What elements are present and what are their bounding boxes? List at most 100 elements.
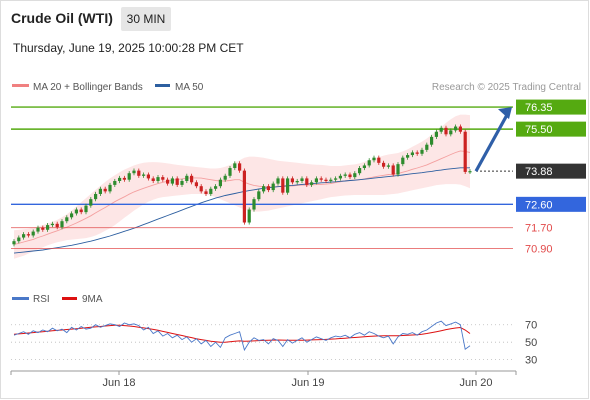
candle-down: [444, 127, 448, 135]
candle-down: [199, 186, 203, 192]
candle-up: [228, 168, 232, 176]
rsi-tick-label: 50: [525, 337, 537, 349]
x-axis: Jun 18 Jun 19 Jun 20: [10, 370, 517, 389]
x-tick-label: Jun 20: [459, 377, 492, 389]
candle-up: [314, 178, 318, 183]
candle-up: [74, 209, 78, 214]
candle-down: [319, 178, 323, 180]
candle-down: [266, 186, 270, 191]
candle-down: [458, 126, 462, 132]
ma50-line: [13, 167, 470, 254]
candle-down: [161, 177, 165, 180]
candle-down: [122, 177, 126, 180]
candle-down: [103, 188, 107, 192]
candle-up: [156, 177, 160, 181]
ma50-legend-swatch: [155, 84, 170, 87]
ma20-legend-swatch: [12, 84, 29, 87]
candle-up: [252, 199, 256, 210]
resistance-level-tag: [516, 121, 586, 137]
candle-down: [305, 178, 309, 185]
candle-down: [242, 170, 246, 223]
candle-up: [430, 136, 434, 145]
rsi-line: [13, 320, 471, 352]
candle-up: [218, 179, 222, 187]
candle-up: [233, 163, 237, 169]
candle-up: [17, 237, 21, 242]
candle-up: [420, 149, 424, 154]
candle-up: [98, 188, 102, 194]
current-level-tag: [516, 163, 586, 179]
candle-up: [170, 178, 174, 184]
rsi-legend: RSI 9MA: [12, 294, 103, 305]
candle-up: [425, 144, 429, 150]
candle-up: [180, 181, 184, 185]
candle-down: [324, 179, 328, 181]
candle-up: [353, 173, 357, 178]
candle-up: [262, 186, 266, 192]
candle-down: [377, 157, 381, 163]
resistance-level-label: 76.35: [525, 102, 553, 114]
candle-up: [36, 227, 40, 232]
ma20-legend-label: MA 20 + Bollinger Bands: [33, 82, 143, 93]
price-panel: 76.35 75.50 73.88 72.60 71.70 70.90: [11, 99, 586, 259]
resistance-level-label: 75.50: [525, 124, 553, 136]
support-level-tag: [516, 196, 586, 212]
candle-up: [185, 175, 189, 181]
candle-up: [410, 152, 414, 156]
rsi-panel: 70 50 30: [11, 320, 537, 367]
candle-up: [358, 168, 362, 174]
candle-up: [386, 165, 390, 167]
rsi-legend-swatch: [12, 297, 29, 300]
candle-up: [406, 155, 410, 158]
candle-down: [146, 174, 150, 179]
candle-up: [257, 191, 261, 200]
candle-down: [348, 174, 352, 178]
rsi-tick-label: 70: [525, 320, 537, 332]
candle-up: [12, 241, 16, 245]
candle-up: [142, 174, 146, 176]
candle-down: [281, 178, 285, 193]
candle-up: [334, 178, 338, 180]
candle-up: [65, 217, 69, 222]
target-level-label: 71.70: [525, 223, 553, 235]
candle-up: [396, 164, 400, 175]
candle-up: [286, 178, 290, 193]
candle-down: [166, 179, 170, 184]
rsi-legend-label: RSI: [33, 294, 50, 305]
candle-up: [310, 182, 314, 185]
candle-up: [50, 223, 54, 226]
candle-up: [70, 213, 74, 218]
candle-down: [238, 163, 242, 171]
bollinger-band-fill: [14, 114, 470, 259]
candle-up: [113, 181, 117, 185]
candle-up: [132, 170, 136, 174]
candle-down: [415, 152, 419, 154]
support-level-label: 72.60: [525, 199, 553, 211]
candle-up: [60, 221, 64, 228]
current-level-label: 73.88: [525, 166, 553, 178]
timeframe-badge[interactable]: 30 MIN: [121, 7, 171, 31]
candle-up: [434, 131, 438, 137]
rsi-tick-label: 30: [525, 355, 537, 367]
candle-up: [214, 186, 218, 189]
candle-up: [22, 234, 26, 238]
candle-up: [329, 179, 333, 181]
instrument-title: Crude Oil (WTI): [11, 10, 113, 26]
candle-up: [276, 178, 280, 184]
candle-up: [247, 209, 251, 223]
x-tick-label: Jun 18: [102, 377, 135, 389]
candle-up: [89, 199, 93, 206]
candle-up: [94, 193, 98, 200]
candle-up: [343, 174, 347, 176]
candle-down: [382, 162, 386, 167]
projection-arrow-head: [498, 107, 512, 120]
rsi-ma-legend-label: 9MA: [82, 294, 103, 305]
candle-down: [26, 234, 30, 236]
projection-arrow-shaft: [474, 112, 510, 172]
candle-up: [295, 181, 299, 183]
candle-up: [223, 175, 227, 180]
candle-up: [338, 175, 342, 179]
candle-up: [468, 171, 472, 173]
candle-down: [463, 131, 467, 172]
